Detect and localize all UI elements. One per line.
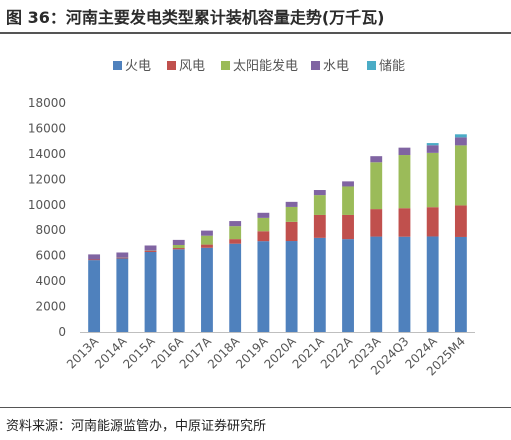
bar-segment [172, 244, 185, 249]
bar-segment [172, 239, 185, 245]
legend-label: 火电 [125, 59, 151, 74]
stacked-bar-chart: 火电 风电 太阳能发电 水电 储能 0 2000 4000 6000 8000 10000 1200… [28, 58, 475, 379]
y-tick-label: 12000 [28, 172, 66, 186]
y-tick-label: 2000 [35, 300, 66, 314]
bar-segment [172, 249, 185, 332]
bar-segment [342, 214, 354, 240]
bar-segment [285, 206, 298, 222]
bar-segment [313, 195, 326, 215]
x-axis: 2013A2014A2015A2016A2017A2018A2019A2020A… [64, 334, 468, 379]
bar-segment [370, 236, 383, 332]
bar-segment [257, 231, 270, 242]
bar-segment [88, 260, 101, 332]
bars [88, 134, 467, 332]
bar-segment [229, 226, 242, 240]
bar-segment [398, 236, 411, 332]
bar-segment [370, 156, 383, 163]
y-axis: 0 2000 4000 6000 8000 10000 12000 14000 16000 180… [28, 96, 475, 339]
y-tick-label: 18000 [28, 96, 66, 110]
bar-segment [201, 230, 213, 236]
bar-segment [285, 221, 298, 242]
legend-swatch [367, 61, 376, 70]
bar-segment [116, 258, 129, 332]
y-tick-label: 14000 [28, 147, 66, 161]
bar-segment [370, 162, 383, 210]
bar-segment [144, 250, 157, 252]
y-tick-label: 10000 [28, 198, 66, 212]
legend-swatch [311, 61, 320, 70]
bar-segment [144, 251, 157, 332]
bar-segment [426, 207, 439, 237]
bar-segment [342, 239, 354, 332]
bar-segment [454, 134, 467, 138]
bar-segment [426, 152, 439, 208]
bar-segment [398, 208, 411, 237]
bar-segment [313, 214, 326, 238]
bar-segment [144, 245, 157, 251]
legend-swatch [113, 61, 122, 70]
legend-label: 风电 [179, 59, 205, 74]
bar-segment [88, 254, 101, 260]
bar-segment [201, 247, 213, 332]
bar-segment [88, 259, 101, 261]
y-tick-label: 16000 [28, 121, 66, 135]
bar-segment [285, 201, 298, 207]
bar-segment [426, 143, 439, 146]
bar-segment [257, 212, 270, 218]
legend-swatch [167, 61, 176, 70]
bar-segment [454, 137, 467, 146]
bar-segment [454, 236, 467, 332]
bar-segment [116, 252, 129, 258]
bar-segment [342, 186, 354, 215]
bar-segment [229, 239, 242, 244]
bar-segment [398, 147, 411, 156]
bar-segment [257, 217, 270, 232]
bar-segment [201, 244, 213, 248]
legend-swatch [221, 61, 230, 70]
bar-segment [313, 190, 326, 196]
legend-label: 太阳能发电 [233, 58, 298, 74]
bar-segment [370, 209, 383, 237]
bar-segment [426, 236, 439, 332]
bar-segment [172, 248, 185, 250]
legend: 火电 风电 太阳能发电 水电 储能 [113, 58, 405, 74]
legend-label: 储能 [379, 59, 405, 74]
y-tick-label: 8000 [35, 223, 66, 237]
bar-segment [229, 243, 242, 332]
bar-segment [116, 257, 129, 259]
bar-segment [342, 181, 354, 187]
bar-segment [285, 241, 298, 332]
bar-segment [229, 221, 242, 227]
y-tick-label: 4000 [35, 274, 66, 288]
y-tick-label: 0 [58, 325, 66, 339]
source-divider [0, 407, 511, 408]
bar-segment [454, 145, 467, 206]
bar-segment [398, 155, 411, 209]
y-tick-label: 6000 [35, 249, 66, 263]
chart-title: 图 36：河南主要发电类型累计装机容量走势(万千瓦) [6, 8, 385, 27]
bar-segment [313, 237, 326, 332]
legend-label: 水电 [323, 59, 349, 74]
title-divider [0, 32, 511, 34]
source-note: 资料来源：河南能源监管办，中原证券研究所 [6, 419, 267, 434]
bar-segment [454, 205, 467, 237]
bar-segment [257, 241, 270, 332]
bar-segment [426, 145, 439, 153]
bar-segment [201, 235, 213, 245]
